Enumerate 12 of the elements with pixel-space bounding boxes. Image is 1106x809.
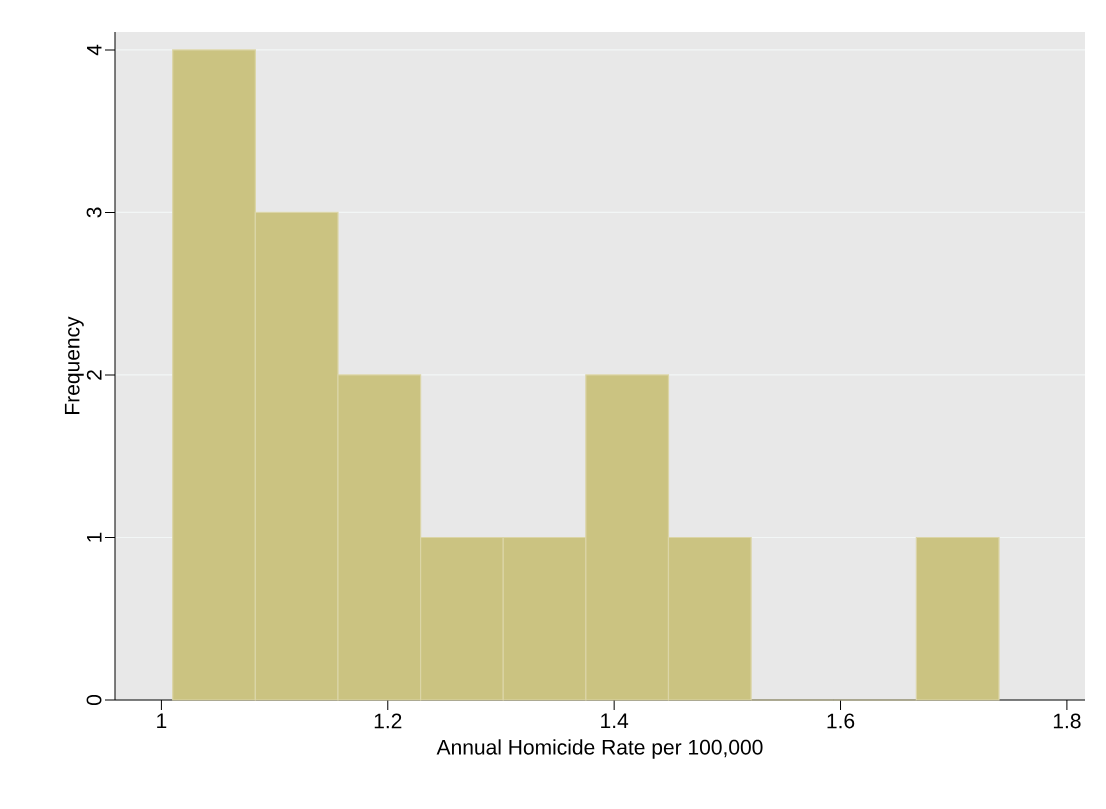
y-tick-label: 0 [86,695,102,706]
y-tick-label: 3 [86,207,102,218]
y-tick-label: 2 [86,370,102,380]
y-tick-label: 4 [87,44,102,56]
x-axis-title: Annual Homicide Rate per 100,000 [436,739,763,759]
x-tick-label: 1.4 [601,713,629,728]
x-tick-label: 1 [157,713,167,728]
x-tick-label: 1.8 [1053,713,1081,729]
x-tick-label: 1.6 [827,713,855,729]
x-tick-label: 1.2 [374,713,402,729]
y-axis-title: Frequency [64,316,84,414]
y-tick-label: 1 [87,532,102,542]
